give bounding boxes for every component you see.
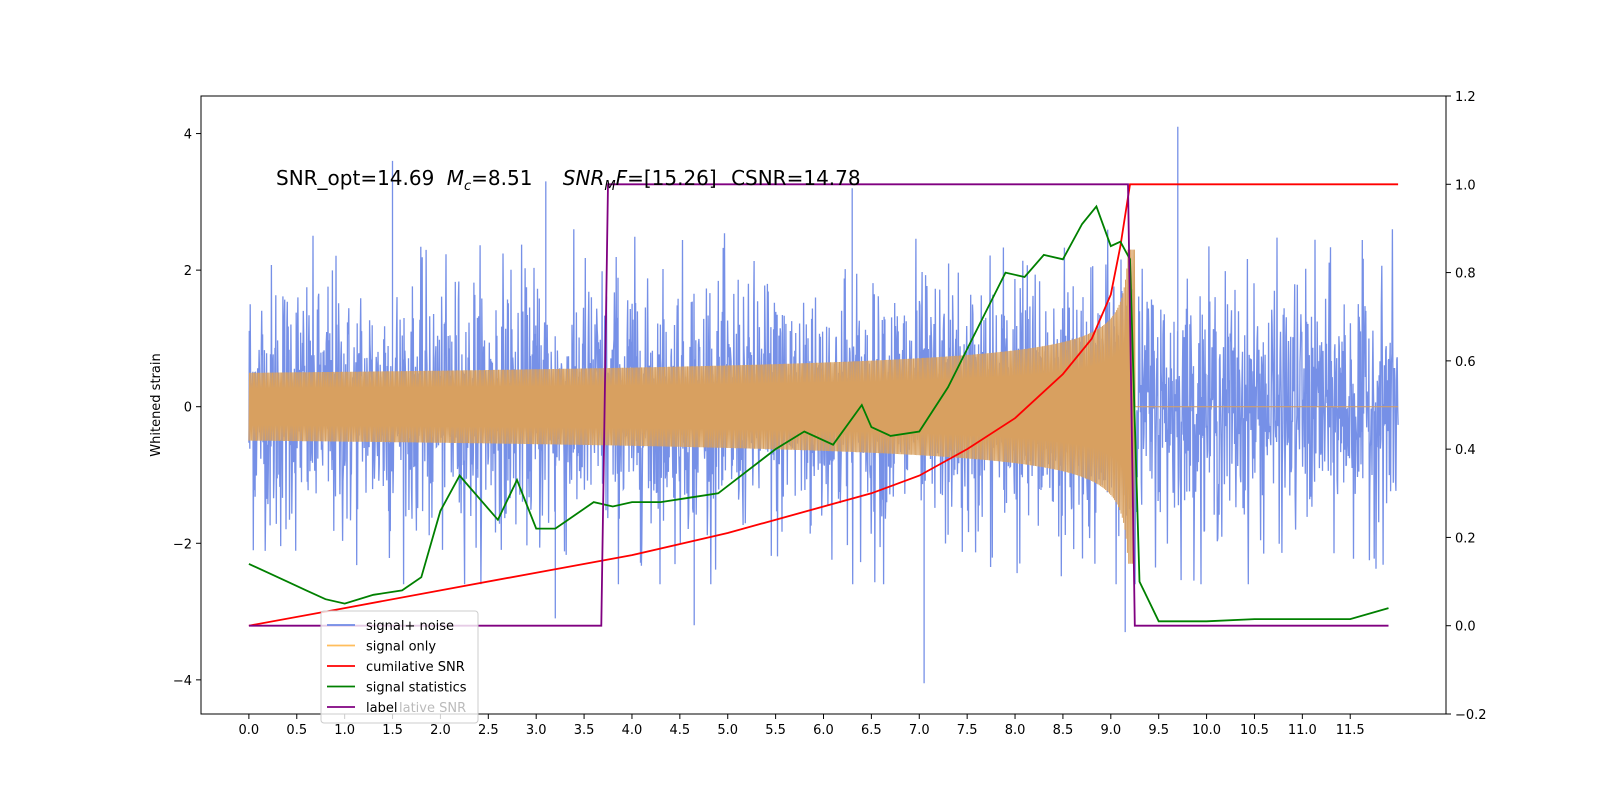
right-y-tick-label: 0.4 bbox=[1455, 443, 1476, 458]
x-tick-label: 7.0 bbox=[909, 723, 930, 738]
title-mc-value: =8.51 bbox=[471, 166, 532, 190]
x-tick-label: 3.0 bbox=[526, 723, 547, 738]
x-tick-label: 3.5 bbox=[574, 723, 595, 738]
title-snr-mf-tail: F bbox=[616, 166, 628, 190]
right-y-tick-label: 0.2 bbox=[1455, 531, 1476, 546]
series-layer bbox=[248, 126, 1399, 684]
title-mc-sub: c bbox=[464, 179, 471, 194]
right-y-axis: −0.2 0.0 0.2 0.4 0.6 0.8 1.0 1.2 bbox=[1446, 90, 1487, 723]
x-tick-label: 6.0 bbox=[813, 723, 834, 738]
chart-title: SNR_opt=14.69 Mc=8.51 SNRMF=[15.26] CSNR… bbox=[276, 166, 861, 194]
x-tick-label: 8.5 bbox=[1053, 723, 1074, 738]
right-y-tick-label: 1.0 bbox=[1455, 178, 1476, 193]
x-tick-label: 9.0 bbox=[1100, 723, 1121, 738]
legend-label: cumilative SNR bbox=[366, 660, 465, 675]
legend-label: signal statistics bbox=[366, 681, 467, 696]
left-y-tick-label: 0 bbox=[184, 401, 192, 416]
x-tick-label: 7.5 bbox=[957, 723, 978, 738]
x-tick-label: 4.0 bbox=[622, 723, 643, 738]
right-y-tick-label: 0.6 bbox=[1455, 355, 1476, 370]
x-tick-label: 2.5 bbox=[478, 723, 499, 738]
legend-label: label bbox=[366, 701, 397, 716]
x-tick-label: 11.0 bbox=[1288, 723, 1317, 738]
series-cumulative-snr bbox=[248, 183, 1399, 627]
title-snr-opt: SNR_opt=14.69 bbox=[276, 166, 434, 190]
title-snr-mf-sub: M bbox=[604, 179, 615, 194]
left-y-tick-label: 4 bbox=[184, 128, 192, 143]
left-y-axis-label: Whitened strain bbox=[149, 353, 164, 456]
x-tick-label: 9.5 bbox=[1148, 723, 1169, 738]
x-axis: 0.0 0.5 1.0 1.5 2.0 2.5 3.0 3.5 4.0 4.5 5.0 5.5 6.0 6… bbox=[239, 714, 1365, 738]
x-tick-label: 10.5 bbox=[1240, 723, 1269, 738]
right-y-tick-label: −0.2 bbox=[1455, 708, 1487, 723]
right-y-tick-label: 1.2 bbox=[1455, 90, 1476, 105]
title-snr-mf-symbol: SNR bbox=[563, 166, 605, 190]
left-y-axis: −4 −2 0 2 4 bbox=[173, 128, 201, 689]
x-tick-label: 5.5 bbox=[765, 723, 786, 738]
series-signal-only bbox=[248, 249, 1399, 564]
left-y-tick-label: 2 bbox=[184, 264, 192, 279]
series-signal-statistics bbox=[248, 204, 1389, 623]
legend-label: signal+ noise bbox=[366, 619, 454, 634]
x-tick-label: 10.0 bbox=[1192, 723, 1221, 738]
right-y-tick-label: 0.8 bbox=[1455, 267, 1476, 282]
x-tick-label: 0.0 bbox=[239, 723, 260, 738]
legend-box bbox=[320, 610, 479, 724]
x-tick-label: 11.5 bbox=[1336, 723, 1365, 738]
x-tick-label: 5.0 bbox=[717, 723, 738, 738]
legend-overlap-text: lative SNR bbox=[399, 701, 466, 716]
x-tick-label: 8.0 bbox=[1005, 723, 1026, 738]
title-mc-symbol: M bbox=[447, 166, 464, 190]
x-tick-label: 1.0 bbox=[334, 723, 355, 738]
title-csnr: CSNR=14.78 bbox=[731, 166, 861, 190]
title-snr-mf-value: =[15.26] bbox=[627, 166, 717, 190]
x-tick-label: 1.5 bbox=[382, 723, 403, 738]
x-tick-label: 4.5 bbox=[670, 723, 691, 738]
left-y-tick-label: −2 bbox=[173, 537, 192, 552]
x-tick-label: 2.0 bbox=[430, 723, 451, 738]
right-y-tick-label: 0.0 bbox=[1455, 620, 1476, 635]
x-tick-label: 6.5 bbox=[861, 723, 882, 738]
legend: signal+ noise signal only cumilative SNR si… bbox=[320, 610, 479, 724]
x-tick-label: 0.5 bbox=[286, 723, 307, 738]
series-label bbox=[248, 183, 1389, 627]
legend-label: signal only bbox=[366, 640, 436, 655]
left-y-tick-label: −4 bbox=[173, 674, 192, 689]
